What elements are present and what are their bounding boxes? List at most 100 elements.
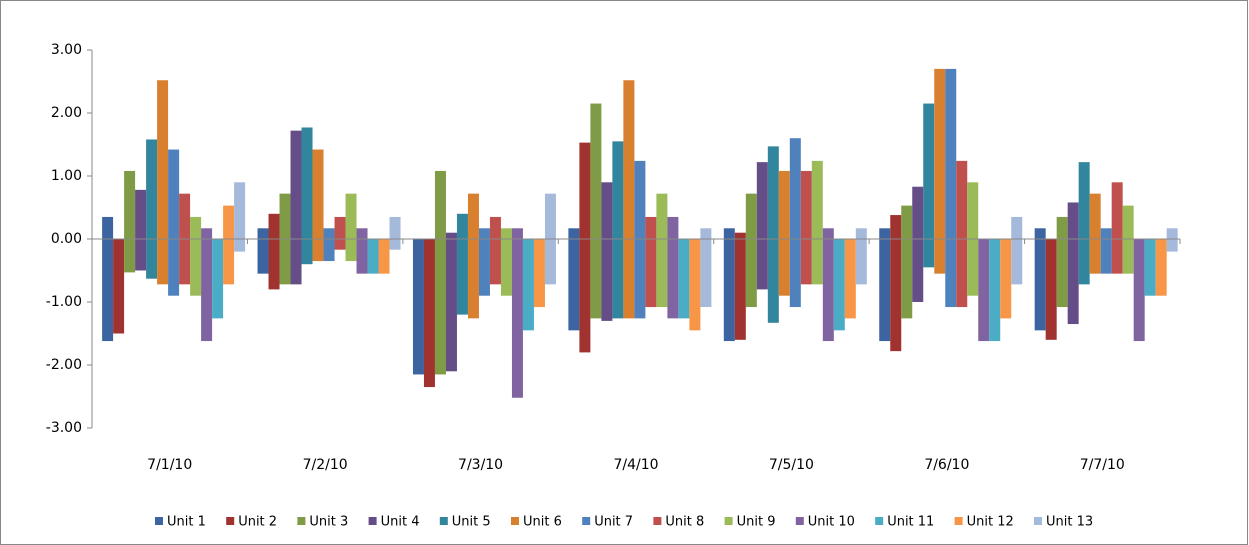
bar (312, 149, 324, 262)
bar (301, 127, 313, 265)
bar (822, 228, 834, 342)
bar (778, 170, 790, 296)
legend-swatch (875, 517, 884, 525)
legend-label: Unit 13 (1046, 515, 1093, 530)
bar (700, 228, 712, 308)
legend-label: Unit 2 (238, 515, 277, 530)
bar (811, 160, 823, 285)
bar (423, 239, 435, 388)
bar (634, 160, 646, 319)
bar (1133, 239, 1145, 342)
legend-label: Unit 12 (967, 515, 1014, 530)
bar (978, 239, 990, 342)
x-tick-label: 7/5/10 (769, 457, 814, 473)
bar (1000, 239, 1012, 319)
legend-label: Unit 3 (309, 515, 348, 530)
bar (389, 216, 401, 250)
bar (1122, 205, 1134, 274)
bar (1034, 228, 1046, 331)
bar (135, 189, 147, 271)
legend-swatch (954, 517, 963, 525)
bar (445, 232, 457, 372)
bar (989, 239, 1001, 342)
bar (667, 216, 679, 319)
bar (723, 228, 735, 342)
y-tick-label: 1.00 (51, 168, 82, 184)
bar (412, 239, 424, 375)
bar (511, 228, 523, 398)
legend-label: Unit 8 (665, 515, 704, 530)
bar (1111, 182, 1123, 274)
legend-label: Unit 5 (452, 515, 491, 530)
legend-swatch (724, 517, 733, 525)
bar (190, 216, 202, 296)
bar (890, 215, 902, 352)
bar (522, 239, 534, 331)
bar (157, 80, 169, 285)
legend-label: Unit 9 (737, 515, 776, 530)
bar (579, 142, 591, 353)
x-tick-label: 7/1/10 (147, 457, 192, 473)
legend-label: Unit 11 (887, 515, 934, 530)
bar (1155, 239, 1167, 296)
bar (124, 170, 136, 273)
bar (367, 239, 379, 274)
bar (1011, 216, 1023, 285)
bar (234, 182, 246, 252)
y-tick-label: -3.00 (46, 420, 82, 436)
bar (656, 193, 668, 308)
legend-label: Unit 6 (523, 515, 562, 530)
bar (590, 103, 602, 319)
bar (1067, 202, 1079, 325)
bar (456, 213, 468, 315)
bar (912, 186, 924, 302)
x-tick-label: 7/4/10 (613, 457, 658, 473)
bar (1078, 162, 1090, 285)
legend-label: Unit 10 (808, 515, 855, 530)
bar (434, 170, 446, 375)
legend-swatch (226, 517, 235, 525)
legend: Unit 1 Unit 2 Unit 3 Unit 4 Unit 5 Unit 6 Unit… (155, 515, 1093, 530)
bar (1089, 193, 1101, 274)
legend-swatch (297, 517, 306, 525)
bar (478, 228, 490, 296)
bar (923, 103, 935, 268)
bar (901, 205, 913, 319)
legend-swatch (1034, 517, 1042, 525)
bar (323, 228, 335, 262)
legend-swatch (368, 517, 377, 525)
legend-swatch (653, 517, 662, 525)
bar (601, 182, 613, 321)
bar (378, 239, 390, 274)
bar (1144, 239, 1156, 296)
y-tick-label: -2.00 (46, 357, 82, 373)
bar (855, 228, 867, 285)
bar (212, 239, 224, 319)
bar (956, 160, 968, 308)
bar (201, 228, 213, 342)
bar (1166, 228, 1178, 252)
legend-swatch (795, 517, 804, 525)
bar (833, 239, 845, 331)
bar (1100, 228, 1112, 274)
legend-swatch (582, 517, 591, 525)
legend-label: Unit 1 (167, 515, 206, 530)
bar (678, 239, 690, 319)
bar (1056, 216, 1068, 308)
bar (934, 68, 946, 274)
bar (767, 146, 779, 323)
bar (500, 228, 512, 296)
bar (645, 216, 657, 308)
bar (879, 228, 891, 342)
bar (102, 216, 114, 342)
bar (533, 239, 545, 308)
bar (168, 149, 180, 296)
bar (334, 216, 346, 250)
bar (356, 228, 368, 274)
bar (568, 228, 580, 331)
bar (290, 130, 302, 285)
legend-swatch (439, 517, 448, 525)
bar (623, 80, 635, 319)
bar (345, 193, 357, 262)
